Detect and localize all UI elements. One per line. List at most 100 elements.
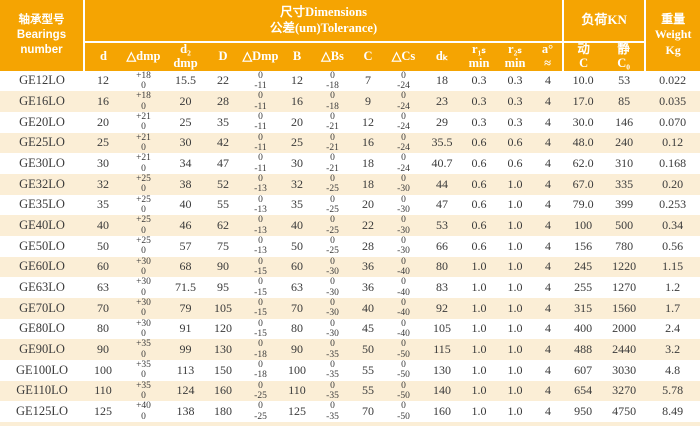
value-cell: 3270: [603, 380, 646, 402]
value-cell: 310: [603, 153, 646, 174]
value-cell: 0.3: [497, 91, 533, 112]
bearing-number-cell: GE35LO: [0, 194, 84, 216]
value-cell: 4: [533, 153, 564, 174]
value-cell: 4: [533, 194, 564, 216]
value-cell: 80: [423, 256, 461, 278]
value-cell: 4: [533, 359, 564, 381]
value-cell: 0 -21: [313, 111, 352, 133]
value-cell: 1.0: [461, 318, 497, 340]
value-cell: 25: [84, 132, 122, 154]
bearing-number-cell: GE100LO: [0, 359, 84, 381]
value-cell: 0 -24: [384, 153, 423, 174]
value-cell: 125: [281, 401, 313, 422]
value-cell: 0.6: [461, 132, 497, 154]
value-cell: 150: [206, 359, 240, 381]
value-cell: 4: [533, 277, 564, 298]
value-cell: 0 -11: [240, 153, 281, 174]
value-cell: 0 -30: [384, 235, 423, 257]
value-cell: 22: [206, 70, 240, 92]
table-row: GE40LO 40 +25 0 46 62 0 -13 40 0 -25 22 0 -30 53 0.6 1.0…: [0, 215, 700, 236]
value-cell: +25 0: [122, 194, 165, 216]
value-cell: 2.4: [645, 318, 700, 340]
bearing-number-cell: GE70LO: [0, 297, 84, 319]
table-row: GE35LO 35 +25 0 40 55 0 -13 35 0 -25 20 0 -30 47 0.6 1.0…: [0, 194, 700, 216]
value-cell: 0 -18: [313, 91, 352, 112]
value-cell: 0.6: [461, 215, 497, 236]
value-cell: 90: [84, 339, 122, 360]
value-cell: 0 -18: [313, 70, 352, 92]
value-cell: 0 -35: [313, 380, 352, 402]
value-cell: 91: [165, 318, 206, 340]
value-cell: 156: [563, 235, 604, 257]
value-cell: 16: [281, 91, 313, 112]
value-cell: 0.253: [645, 194, 700, 216]
value-cell: 4: [533, 339, 564, 360]
value-cell: 125: [84, 401, 122, 422]
header-group-row: 轴承型号 Bearings number 尺寸Dimensions 公差(um)Tol…: [0, 0, 700, 71]
value-cell: +18 0: [122, 70, 165, 92]
value-cell: 0 -30: [313, 256, 352, 278]
value-cell: 68: [165, 256, 206, 278]
value-cell: 22: [352, 215, 384, 236]
col-header-static-C0: 静 C₀: [603, 42, 647, 71]
value-cell: 0 -30: [384, 215, 423, 236]
header-sub-row: d △dmp d₂ dmp D △Dmp B △Bs C △Cs dₖ r₁ₛ min r₂ₛ min a° ≈…: [0, 42, 700, 71]
bearing-number-cell: GE16LO: [0, 91, 84, 112]
value-cell: 315: [563, 297, 604, 319]
value-cell: 0 -25: [240, 380, 281, 402]
value-cell: 35.5: [423, 132, 461, 154]
value-cell: 90: [281, 339, 313, 360]
bearing-number-cell: GE30LO: [0, 153, 84, 174]
value-cell: 20: [84, 111, 122, 133]
value-cell: 40: [84, 215, 122, 236]
value-cell: 0 -24: [384, 70, 423, 92]
value-cell: 1.0: [461, 380, 497, 402]
value-cell: 60: [281, 256, 313, 278]
value-cell: 1.0: [461, 297, 497, 319]
value-cell: 17.0: [563, 91, 604, 112]
value-cell: +25 0: [122, 173, 165, 195]
table-row: GE12LO 12 +18 0 15.5 22 0 -11 12 0 -18 7 0 -24 18 0.3 0.…: [0, 70, 700, 92]
value-cell: 60: [84, 256, 122, 278]
value-cell: 0.20: [645, 173, 700, 195]
value-cell: 4: [533, 132, 564, 154]
value-cell: 0.6: [461, 235, 497, 257]
col-header-bearing-number: 轴承型号 Bearings number: [0, 0, 85, 71]
value-cell: 115: [423, 339, 461, 360]
value-cell: 85: [603, 91, 646, 112]
value-cell: 32: [84, 173, 122, 195]
value-cell: 62.0: [563, 153, 604, 174]
value-cell: 35: [281, 194, 313, 216]
col-header-r2s-min: r₂ₛ min: [497, 42, 533, 71]
value-cell: 0.3: [497, 111, 533, 133]
value-cell: 0 -24: [384, 111, 423, 133]
col-header-weight: 重量 Weight Kg: [645, 0, 700, 71]
value-cell: 4: [533, 318, 564, 340]
value-cell: 15.5: [165, 70, 206, 92]
bearing-number-cell: GE80LO: [0, 318, 84, 340]
value-cell: 0 -11: [240, 111, 281, 133]
table-row: GE25LO 25 +21 0 30 42 0 -11 25 0 -21 16 0 -24 35.5 0.6 0…: [0, 132, 700, 154]
value-cell: 335: [603, 173, 646, 195]
table-row: GE50LO 50 +25 0 57 75 0 -13 50 0 -25 28 0 -30 66 0.6 1.0…: [0, 235, 700, 257]
value-cell: 9: [352, 91, 384, 112]
value-cell: 0 -24: [384, 132, 423, 154]
table-row: GE125LO 125 +40 0 138 180 0 -25 125 0 -35 70 0 -50 160…: [0, 401, 700, 422]
value-cell: +30 0: [122, 277, 165, 298]
value-cell: 0 -25: [313, 235, 352, 257]
table-row: GE80LO 80 +30 0 91 120 0 -15 80 0 -30 45 0 -40 105 1.0 1…: [0, 318, 700, 340]
value-cell: 0 -35: [313, 339, 352, 360]
value-cell: 0.070: [645, 111, 700, 133]
value-cell: 7: [352, 70, 384, 92]
value-cell: 25: [165, 111, 206, 133]
value-cell: 607: [563, 359, 604, 381]
value-cell: 0 -50: [384, 401, 423, 422]
value-cell: 70: [84, 297, 122, 319]
value-cell: +35 0: [122, 359, 165, 381]
value-cell: 255: [563, 277, 604, 298]
value-cell: +35 0: [122, 339, 165, 360]
value-cell: 25: [281, 132, 313, 154]
value-cell: 105: [206, 297, 240, 319]
value-cell: 30.0: [563, 111, 604, 133]
value-cell: 488: [563, 339, 604, 360]
